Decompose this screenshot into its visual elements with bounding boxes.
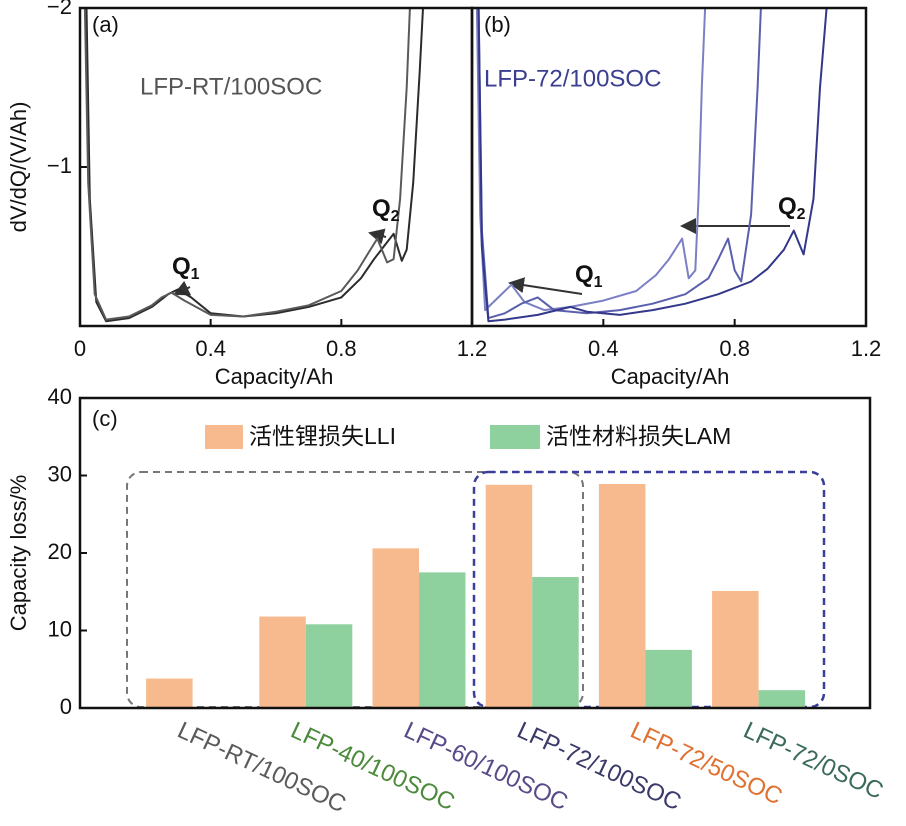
y-tick-label: 10 bbox=[48, 616, 72, 641]
bar bbox=[532, 577, 579, 708]
bar bbox=[645, 649, 692, 708]
legend-swatch bbox=[205, 425, 243, 449]
bar bbox=[305, 624, 353, 708]
bar bbox=[419, 572, 466, 708]
peak-label-sub: 2 bbox=[797, 206, 806, 223]
plot-area bbox=[83, 8, 424, 323]
peak-label: Q2 bbox=[778, 193, 806, 223]
data-line bbox=[477, 8, 762, 320]
data-line bbox=[475, 8, 707, 312]
peak-label-sub: 1 bbox=[594, 274, 603, 291]
data-line bbox=[477, 8, 828, 323]
bar bbox=[598, 484, 646, 708]
y-tick-label: 0 bbox=[60, 694, 72, 719]
y-tick-label: −1 bbox=[47, 153, 72, 178]
legend-label: 活性材料损失LAM bbox=[546, 423, 731, 449]
x-axis-label: Capacity/Ah bbox=[611, 364, 730, 389]
y-axis-label: dV/dQ/(V/Ah) bbox=[6, 102, 31, 233]
x-tick-label: 1.2 bbox=[851, 336, 882, 361]
peak-label-letter: Q bbox=[372, 195, 391, 222]
legend-swatch bbox=[490, 425, 540, 449]
y-axis-label: Capacity loss/% bbox=[6, 475, 31, 632]
data-line bbox=[85, 8, 424, 323]
annotation: LFP-RT/100SOC bbox=[140, 73, 322, 100]
bar bbox=[712, 590, 759, 708]
x-tick-label: 0.8 bbox=[326, 336, 357, 361]
peak-label-letter: Q bbox=[778, 193, 797, 220]
x-tick-label: 0 bbox=[74, 336, 86, 361]
y-tick-label: 40 bbox=[48, 384, 72, 409]
y-tick-label: 30 bbox=[48, 461, 72, 486]
peak-label-letter: Q bbox=[172, 253, 191, 280]
x-axis-label: Capacity/Ah bbox=[215, 364, 334, 389]
x-tick-label: 0.4 bbox=[588, 336, 619, 361]
bar bbox=[485, 484, 533, 708]
x-tick-label: 0.4 bbox=[195, 336, 226, 361]
panel-label: (a) bbox=[92, 12, 119, 37]
arrow bbox=[173, 280, 192, 296]
annotation: LFP-72/100SOC bbox=[484, 65, 661, 92]
plot-frame bbox=[470, 6, 868, 328]
panel-label: (b) bbox=[484, 12, 511, 37]
x-tick-label: 0.8 bbox=[719, 336, 750, 361]
peak-label: Q2 bbox=[372, 195, 400, 225]
panel-label: (c) bbox=[92, 406, 118, 431]
bar bbox=[259, 616, 306, 708]
data-line bbox=[83, 8, 411, 321]
peak-label: Q1 bbox=[575, 261, 603, 291]
bar bbox=[758, 690, 806, 708]
peak-label-letter: Q bbox=[575, 261, 594, 288]
peak-label-sub: 2 bbox=[391, 208, 400, 225]
bar bbox=[372, 548, 419, 708]
x-tick-label: 1.2 bbox=[457, 336, 488, 361]
plot-frame bbox=[78, 396, 872, 710]
arrows bbox=[173, 218, 790, 296]
y-tick-label: −2 bbox=[47, 0, 72, 19]
arrow bbox=[508, 277, 583, 295]
peak-label: Q1 bbox=[172, 253, 200, 283]
peak-label-sub: 1 bbox=[191, 266, 200, 283]
arrow bbox=[368, 228, 387, 245]
legend-label: 活性锂损失LLI bbox=[249, 423, 396, 449]
bar bbox=[146, 678, 193, 708]
plot-area bbox=[475, 8, 828, 323]
y-tick-label: 20 bbox=[48, 539, 72, 564]
